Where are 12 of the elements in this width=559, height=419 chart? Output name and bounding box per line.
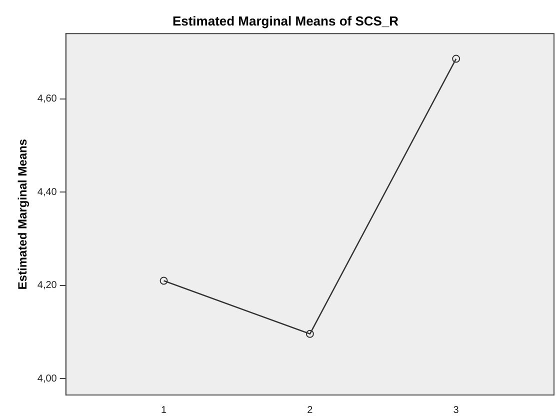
- x-tick-label: 1: [161, 404, 167, 416]
- point: [160, 276, 168, 285]
- y-tick-label: 4,20: [37, 280, 58, 292]
- y-axis-title: Estimated Marginal Means: [16, 138, 30, 290]
- x-tick-label: 3: [453, 404, 460, 416]
- point: [306, 330, 314, 338]
- y-tick-label: 4,40: [37, 186, 58, 198]
- chart-title: Estimated Marginal Means of SCS_R: [172, 13, 400, 28]
- y-tick-label: 4,00: [37, 373, 58, 384]
- point: [452, 54, 460, 63]
- x-tick-label: 2: [307, 404, 314, 416]
- y-tick-label: 4,60: [37, 94, 58, 105]
